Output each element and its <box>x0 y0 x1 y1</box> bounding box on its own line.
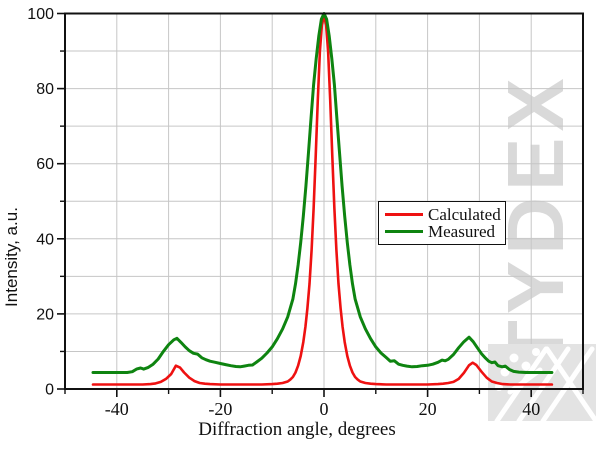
y-tick-label: 40 <box>36 231 54 248</box>
legend-item-calculated: Calculated <box>385 205 501 224</box>
tydex-snowflake-logo <box>488 344 599 424</box>
y-tick-label: 100 <box>27 6 54 23</box>
x-tick-label: 40 <box>522 399 540 419</box>
y-tick-label: 80 <box>36 81 54 98</box>
data-series <box>91 12 554 386</box>
x-tick-label: 0 <box>320 399 329 419</box>
y-tick-label: 20 <box>36 306 54 323</box>
series-line-calculated <box>91 14 554 386</box>
legend-item-measured: Measured <box>385 223 499 240</box>
y-tick-label: 60 <box>36 156 54 173</box>
y-axis-title: Intensity, a.u. <box>2 207 21 307</box>
y-tick-label: 0 <box>45 382 54 399</box>
legend-label-calculated: Calculated <box>428 205 501 224</box>
x-tick-label: 20 <box>419 399 437 419</box>
x-axis-title: Diffraction angle, degrees <box>198 419 396 440</box>
x-tick-label: -20 <box>208 399 232 419</box>
axes-frame-and-ticks <box>57 12 584 397</box>
tick-labels: -40 -20 0 20 40 0 20 40 60 80 100 <box>27 6 540 419</box>
calculated-line-swatch <box>385 213 423 216</box>
legend: Calculated Measured <box>378 201 506 245</box>
x-tick-label: -40 <box>105 399 129 419</box>
measured-line-swatch <box>385 230 423 233</box>
legend-label-measured: Measured <box>428 222 496 241</box>
series-line-measured <box>91 12 554 374</box>
